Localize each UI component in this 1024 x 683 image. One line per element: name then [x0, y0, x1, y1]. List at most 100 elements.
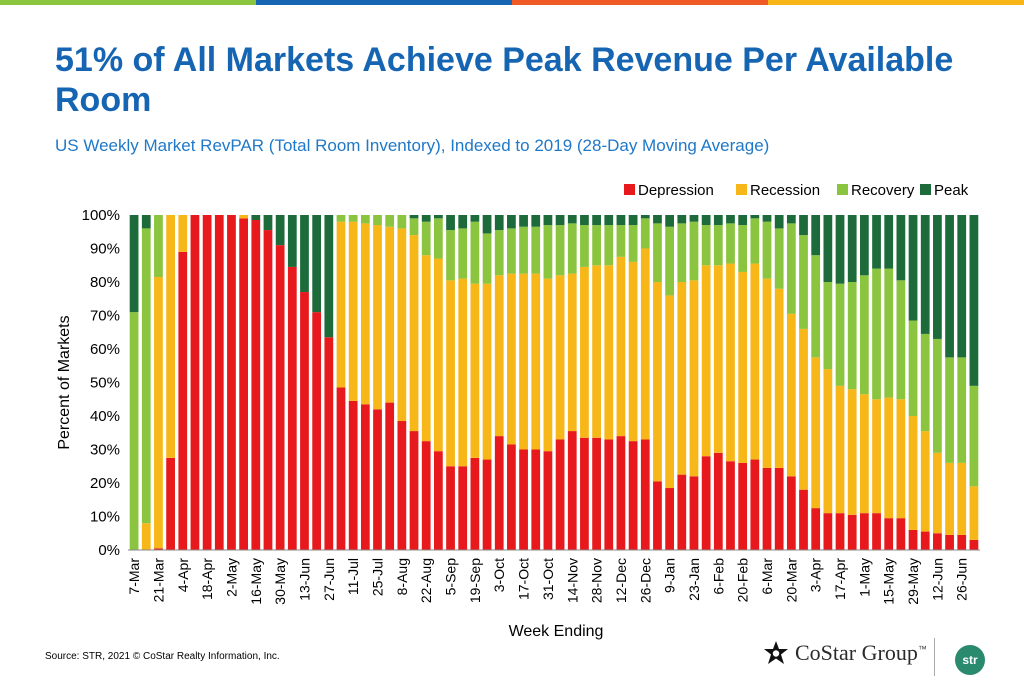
source-note: Source: STR, 2021 © CoStar Realty Inform…: [45, 651, 280, 662]
bar-recession: [847, 389, 857, 515]
bar-recovery: [604, 225, 614, 266]
bar-depression: [458, 466, 468, 550]
bar-recovery: [847, 282, 857, 390]
bar-peak: [799, 215, 808, 236]
bar-depression: [920, 531, 930, 550]
bar-recovery: [433, 218, 443, 259]
bar-peak: [300, 215, 309, 293]
bar-depression: [847, 514, 857, 550]
bar-recession: [494, 275, 504, 437]
bar-recession: [689, 280, 699, 477]
bar-recovery: [811, 255, 821, 358]
page-title: 51% of All Markets Achieve Peak Revenue …: [55, 41, 954, 119]
bar-recovery: [774, 228, 784, 289]
bar-recession: [957, 462, 967, 535]
bar-depression: [202, 215, 212, 550]
bar-depression: [933, 533, 942, 550]
bar-depression: [640, 439, 650, 550]
bar-depression: [190, 215, 200, 550]
bar-depression: [701, 456, 711, 550]
y-tick-label: 20%: [90, 475, 120, 492]
bar-recession: [519, 273, 528, 450]
bar-recovery: [336, 215, 346, 222]
bar-recession: [433, 258, 443, 452]
bar-depression: [786, 476, 796, 550]
bar-peak: [421, 215, 431, 222]
bar-recovery: [908, 320, 918, 416]
bar-recession: [835, 385, 845, 514]
bar-recession: [166, 215, 175, 458]
bar-recovery: [470, 221, 480, 284]
bar-depression: [567, 431, 577, 550]
bar-recovery: [373, 215, 382, 226]
bar-peak: [920, 215, 930, 334]
bar-depression: [774, 467, 784, 550]
bar-recession: [580, 266, 589, 438]
bar-recovery: [750, 218, 760, 264]
x-tick-label: 11-Jul: [345, 558, 361, 595]
bar-depression: [592, 437, 601, 550]
bar-depression: [239, 218, 249, 550]
page-subtitle: US Weekly Market RevPAR (Total Room Inve…: [55, 136, 770, 155]
bar-peak: [689, 215, 699, 222]
x-tick-label: 23-Jan: [686, 558, 702, 601]
bar-recession: [896, 399, 906, 519]
bar-depression: [178, 251, 188, 550]
bar-peak: [884, 215, 894, 269]
bar-peak: [543, 215, 553, 226]
y-tick-label: 0%: [98, 542, 120, 559]
y-tick-label: 30%: [90, 442, 120, 459]
bar-depression: [543, 451, 553, 550]
bar-recovery: [555, 225, 565, 276]
x-tick-label: 28-Nov: [589, 558, 605, 603]
bar-depression: [324, 337, 334, 550]
x-tick-label: 7-Mar: [126, 558, 142, 595]
bar-recovery: [859, 275, 869, 395]
bar-recovery: [397, 215, 407, 229]
bar-peak: [312, 215, 322, 313]
bar-depression: [494, 436, 504, 550]
bar-recession: [531, 273, 541, 450]
bar-recession: [385, 226, 395, 403]
x-tick-label: 8-Aug: [394, 558, 410, 595]
x-tick-label: 30-May: [272, 558, 288, 605]
bar-recovery: [640, 218, 650, 249]
bar-depression: [421, 441, 431, 551]
bar-recession: [713, 265, 723, 453]
bar-recovery: [872, 268, 881, 400]
bar-recovery: [969, 385, 979, 487]
bar-recovery: [567, 223, 577, 274]
bar-peak: [847, 215, 857, 282]
bar-recession: [239, 215, 249, 219]
bar-depression: [616, 436, 626, 550]
costar-star-icon: [764, 641, 788, 664]
bar-depression: [263, 230, 273, 550]
bar-depression: [154, 548, 163, 550]
bar-recovery: [531, 226, 541, 274]
x-tick-label: 15-May: [881, 558, 897, 605]
bar-recovery: [360, 215, 370, 224]
legend-swatch-recession: [736, 184, 747, 195]
bar-recovery: [920, 333, 930, 432]
x-tick-label: 4-Apr: [175, 558, 191, 593]
logo-divider: [934, 638, 935, 676]
x-tick-label: 26-Jun: [954, 558, 970, 601]
bar-depression: [811, 508, 821, 551]
x-tick-label: 14-Nov: [564, 558, 580, 603]
y-tick-label: 40%: [90, 408, 120, 425]
bar-recession: [507, 273, 516, 445]
bar-recovery: [933, 338, 942, 453]
bar-peak: [713, 215, 723, 226]
top-bar-yellow: [768, 0, 1024, 5]
bar-recession: [701, 265, 711, 457]
x-tick-label: 16-May: [248, 558, 264, 605]
bar-recession: [908, 416, 918, 530]
bar-recovery: [348, 215, 358, 222]
x-axis-title: Week Ending: [509, 623, 604, 640]
bar-recession: [543, 278, 553, 452]
bar-depression: [689, 476, 699, 550]
x-tick-label: 3-Oct: [491, 558, 507, 592]
bar-recession: [969, 486, 979, 540]
bar-recession: [640, 248, 650, 440]
bar-depression: [872, 513, 881, 550]
